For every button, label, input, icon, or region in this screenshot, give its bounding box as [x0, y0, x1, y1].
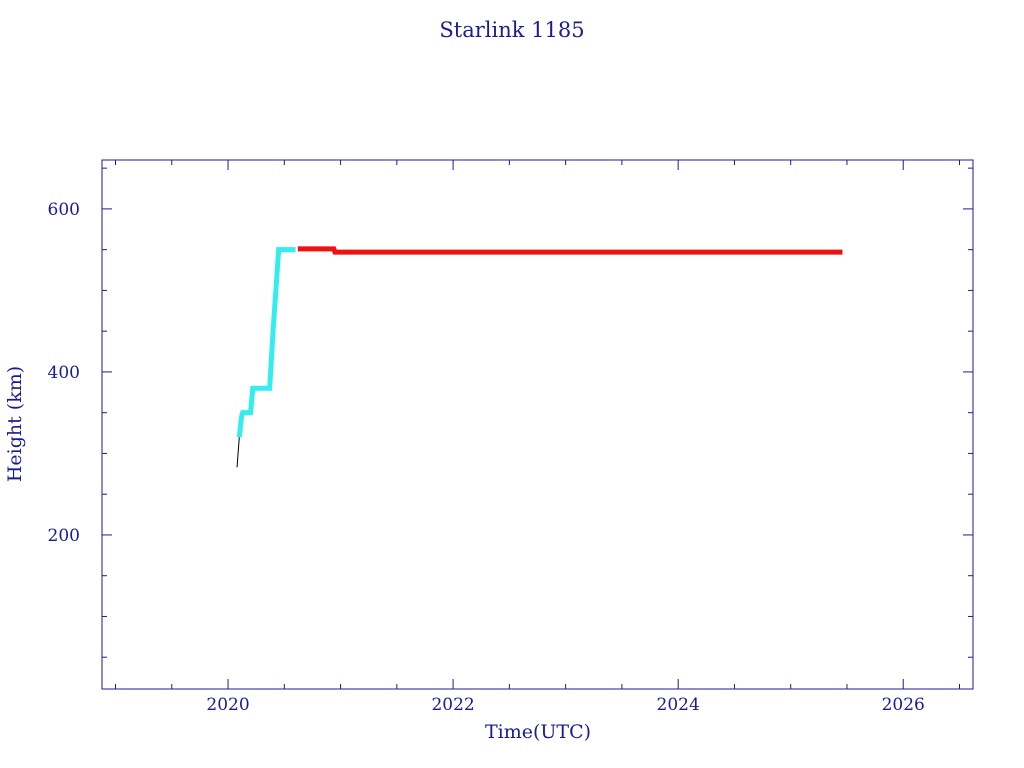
- data-line: [297, 246, 843, 255]
- data-line: [236, 437, 240, 468]
- x-tick-label: 2026: [882, 695, 925, 715]
- plot-frame: [101, 159, 974, 690]
- y-axis-label: Height (km): [4, 366, 26, 482]
- data-line: [236, 247, 296, 438]
- x-tick-label: 2022: [431, 695, 474, 715]
- x-tick-label: 2020: [206, 695, 249, 715]
- y-tick-label: 400: [48, 363, 80, 383]
- x-axis-label: Time(UTC): [485, 721, 591, 743]
- y-tick-label: 200: [48, 526, 80, 546]
- y-tick-label: 600: [48, 200, 80, 220]
- x-tick-label: 2024: [657, 695, 700, 715]
- chart-title: Starlink 1185: [439, 18, 584, 42]
